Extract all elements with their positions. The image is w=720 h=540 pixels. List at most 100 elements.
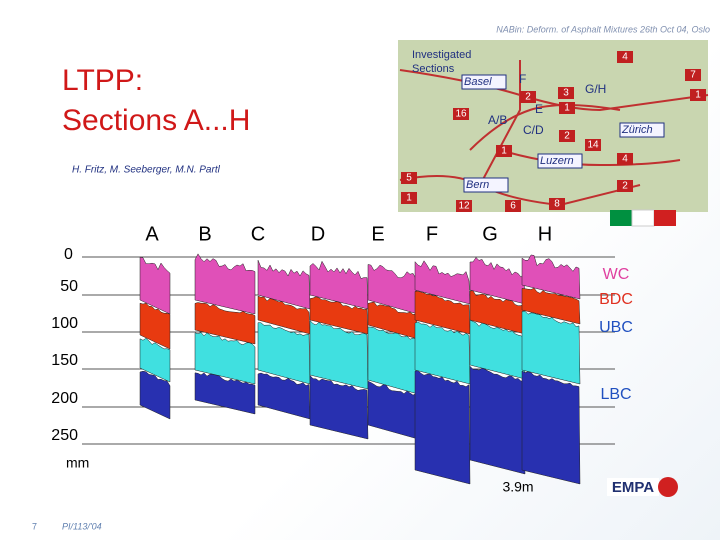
- depth-label: 200: [51, 390, 78, 407]
- road: [499, 149, 681, 167]
- road: [469, 104, 621, 151]
- city-label: Zürich: [621, 124, 653, 136]
- road-badge: [558, 87, 574, 99]
- depth-label: 0: [64, 246, 73, 263]
- section-label: A: [145, 223, 159, 245]
- road-badge: [401, 192, 417, 204]
- depth-label: 150: [51, 352, 78, 369]
- core-layer: [309, 260, 369, 310]
- core-layer: [139, 302, 171, 350]
- core-layer: [309, 319, 369, 390]
- city-label: Basel: [464, 76, 492, 88]
- flag: [631, 209, 655, 227]
- road-number: 4: [622, 52, 628, 63]
- core-layer: [194, 372, 256, 415]
- road-number: 1: [564, 103, 570, 114]
- core-layer: [139, 337, 171, 383]
- map-legend: Sections: [412, 63, 455, 75]
- road-badge: [617, 180, 633, 192]
- road-number: 6: [510, 201, 516, 212]
- title-line: Sections A...H: [62, 104, 250, 137]
- road-number: 2: [564, 131, 570, 142]
- core-layer: [414, 321, 471, 385]
- road-badge: [559, 102, 575, 114]
- core-layer: [469, 365, 526, 475]
- road-number: 4: [622, 154, 628, 165]
- layer-label: BDC: [599, 291, 633, 308]
- layer-label: LBC: [600, 386, 631, 403]
- core-layer: [521, 287, 581, 325]
- core-layer: [139, 370, 171, 420]
- city-box: [537, 153, 583, 169]
- road-badge: [617, 153, 633, 165]
- header: NABin: Deform. of Asphalt Mixtures 26th …: [496, 24, 710, 34]
- layer-label: WC: [603, 266, 630, 283]
- city-label: Luzern: [540, 155, 574, 167]
- road-number: 2: [622, 181, 628, 192]
- road-badge: [685, 69, 701, 81]
- city-box: [461, 74, 507, 90]
- depth-label: 50: [60, 278, 78, 295]
- road-number: 14: [587, 140, 599, 151]
- road-number: 5: [406, 173, 412, 184]
- road-number: 12: [458, 201, 470, 212]
- road-badge: [401, 172, 417, 184]
- section-label: C: [251, 223, 265, 245]
- city-box: [463, 177, 509, 193]
- map-section: F: [519, 72, 526, 86]
- authors: H. Fritz, M. Seeberger, M.N. Partl: [72, 165, 221, 176]
- flag: [610, 210, 632, 226]
- core-layer: [257, 372, 311, 420]
- page-number: 7: [32, 521, 37, 531]
- city-label: Bern: [466, 179, 489, 191]
- road-badge: [453, 108, 469, 120]
- core-layer: [414, 370, 471, 485]
- logo-mark: [658, 477, 678, 497]
- road-badge: [456, 200, 472, 212]
- width-label: 3.9m: [502, 479, 533, 495]
- road-badge: [549, 198, 565, 210]
- map-section: E: [535, 102, 543, 116]
- core-layer: [414, 260, 471, 305]
- core-layer: [257, 295, 311, 335]
- depth-label: 250: [51, 427, 78, 444]
- road-badge: [520, 91, 536, 103]
- core-layer: [194, 302, 256, 345]
- road-badge: [617, 51, 633, 63]
- map-legend: Investigated: [412, 49, 471, 61]
- footer-ref: PI/113/'04: [62, 521, 102, 531]
- road-number: 16: [455, 109, 467, 120]
- section-label: G: [482, 223, 498, 245]
- road-badge: [559, 130, 575, 142]
- map-section: G/H: [585, 82, 606, 96]
- core-layer: [309, 296, 369, 335]
- section-label: H: [538, 223, 552, 245]
- road-number: 1: [501, 146, 507, 157]
- core-layer: [194, 332, 256, 385]
- road-badge: [496, 145, 512, 157]
- city-box: [619, 122, 665, 138]
- core-layer: [194, 253, 256, 315]
- core-layer: [521, 310, 581, 385]
- title-line: LTPP:: [62, 64, 143, 97]
- map-section: A/B: [488, 113, 507, 127]
- section-label: B: [198, 223, 211, 245]
- core-layer: [257, 259, 311, 310]
- road-number: 3: [563, 88, 569, 99]
- layer-label: UBC: [599, 319, 633, 336]
- core-layer: [414, 290, 471, 335]
- road-badge: [505, 200, 521, 212]
- road-badge: [690, 89, 706, 101]
- road-number: 7: [690, 70, 696, 81]
- section-label: D: [311, 223, 325, 245]
- road-number: 2: [525, 92, 531, 103]
- road-number: 1: [406, 193, 412, 204]
- core-layer: [139, 256, 171, 315]
- logo: EMPA: [612, 479, 654, 496]
- flag: [654, 210, 676, 226]
- core-layer: [521, 254, 581, 300]
- core-layer: [257, 322, 311, 385]
- section-label: F: [426, 223, 438, 245]
